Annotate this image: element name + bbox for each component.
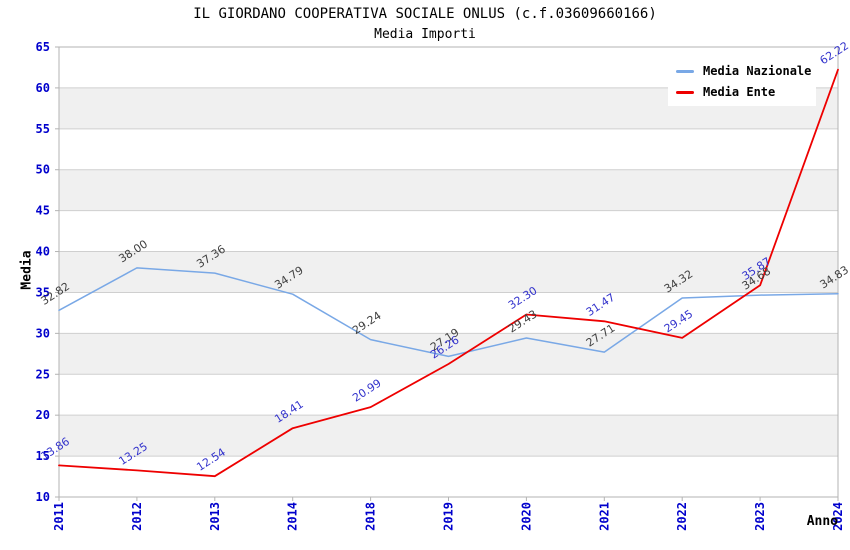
x-tick-label: 2013: [208, 502, 222, 531]
y-tick-label: 10: [36, 490, 50, 504]
y-tick-label: 15: [36, 449, 50, 463]
y-tick-label: 50: [36, 163, 50, 177]
plot-band: [59, 415, 838, 457]
data-label-media-ente: 31.47: [584, 291, 617, 319]
legend-label: Media Nazionale: [703, 64, 812, 78]
series-line-media-nazionale: [58, 267, 839, 358]
y-tick-label: 45: [36, 204, 50, 218]
legend-swatch-icon: [676, 90, 694, 94]
data-label-media-nazionale: 32.82: [39, 280, 72, 308]
y-tick-label: 40: [36, 245, 50, 259]
data-label-media-ente: 20.99: [350, 377, 383, 405]
x-tick-label: 2018: [364, 502, 378, 531]
legend-swatch-icon: [676, 69, 694, 73]
x-tick-label: 2014: [286, 502, 300, 531]
legend-item-media-nazionale: Media Nazionale: [676, 64, 812, 78]
y-tick-label: 60: [36, 81, 50, 95]
chart-subtitle: Media Importi: [374, 27, 476, 42]
chart-title: IL GIORDANO COOPERATIVA SOCIALE ONLUS (c…: [193, 6, 657, 22]
series-line-media-ente: [58, 68, 839, 478]
legend: Media Nazionale Media Ente: [668, 57, 816, 106]
y-tick-label: 20: [36, 408, 50, 422]
x-tick-label: 2011: [52, 502, 66, 531]
x-tick-label: 2019: [442, 502, 456, 531]
plot-band: [59, 251, 838, 293]
data-label-media-ente: 62.22: [818, 39, 850, 67]
x-tick-label: 2022: [675, 502, 689, 531]
x-tick-label: 2024: [831, 502, 845, 531]
data-label-media-ente: 29.45: [662, 307, 695, 335]
x-tick-label: 2021: [597, 502, 611, 531]
y-tick-label: 55: [36, 122, 50, 136]
y-tick-label: 30: [36, 326, 50, 340]
x-tick-label: 2012: [130, 502, 144, 531]
x-tick-label: 2020: [519, 502, 533, 531]
data-label-media-nazionale: 29.43: [506, 307, 539, 335]
plot-band: [59, 333, 838, 375]
y-tick-label: 65: [36, 40, 50, 54]
y-tick-label: 25: [36, 367, 50, 381]
x-axis-title: Anno: [806, 514, 838, 529]
plot-band: [59, 169, 838, 211]
y-tick-label: 35: [36, 285, 50, 299]
legend-item-media-ente: Media Ente: [676, 85, 808, 99]
data-label-media-ente: 13.86: [39, 435, 72, 463]
legend-label: Media Ente: [703, 85, 776, 99]
x-tick-label: 2023: [753, 502, 767, 531]
